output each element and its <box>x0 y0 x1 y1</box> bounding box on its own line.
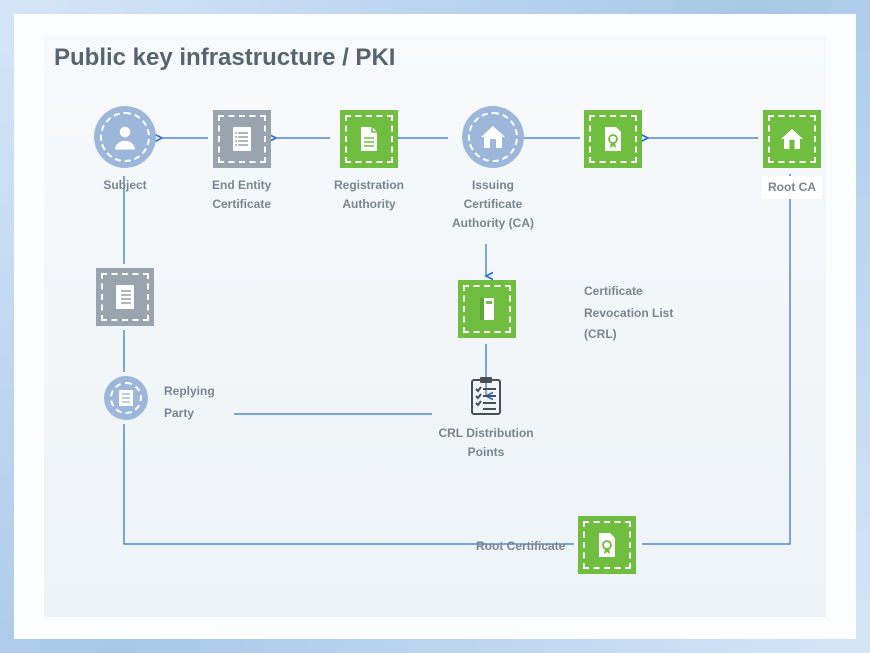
label-issuing-ca: IssuingCertificateAuthority (CA) <box>452 176 534 234</box>
doc-icon <box>340 110 398 168</box>
label-root-cert: Root Certificate <box>476 536 565 558</box>
node-replying-circle <box>104 376 148 420</box>
house-small-icon <box>763 110 821 168</box>
cert-icon-2 <box>578 516 636 574</box>
diagram-canvas: Public key infrastructure / PKI Subject <box>44 36 826 617</box>
outer-frame: Public key infrastructure / PKI Subject <box>0 0 870 653</box>
checklist-icon <box>469 376 503 416</box>
list-doc-icon-2 <box>96 268 154 326</box>
node-reg-authority: RegistrationAuthority <box>334 110 404 214</box>
connector-layer <box>44 36 826 617</box>
node-cert-badge <box>584 110 642 168</box>
node-end-entity-cert: End EntityCertificate <box>212 110 271 214</box>
node-root-ca: Root CA <box>762 110 822 199</box>
node-root-cert <box>578 516 636 574</box>
node-checklist: CRL DistributionPoints <box>436 376 536 462</box>
node-grey-mid <box>96 268 154 326</box>
person-icon <box>94 106 156 168</box>
house-icon <box>462 106 524 168</box>
label-subject: Subject <box>103 176 146 195</box>
cert-icon <box>584 110 642 168</box>
node-crl-box <box>458 280 516 338</box>
label-replying-party: ReplyingParty <box>164 381 215 424</box>
label-crl-side: CertificateRevocation List(CRL) <box>584 281 673 346</box>
node-subject: Subject <box>94 106 156 195</box>
label-crl-dist: CRL DistributionPoints <box>438 424 533 462</box>
label-reg-auth: RegistrationAuthority <box>334 176 404 214</box>
label-root-ca: Root CA <box>762 176 822 199</box>
label-end-entity: End EntityCertificate <box>212 176 271 214</box>
node-issuing-ca: IssuingCertificateAuthority (CA) <box>452 106 534 234</box>
page-title: Public key infrastructure / PKI <box>54 44 395 72</box>
list-small-icon <box>104 376 148 420</box>
list-doc-icon <box>213 110 271 168</box>
book-icon <box>458 280 516 338</box>
